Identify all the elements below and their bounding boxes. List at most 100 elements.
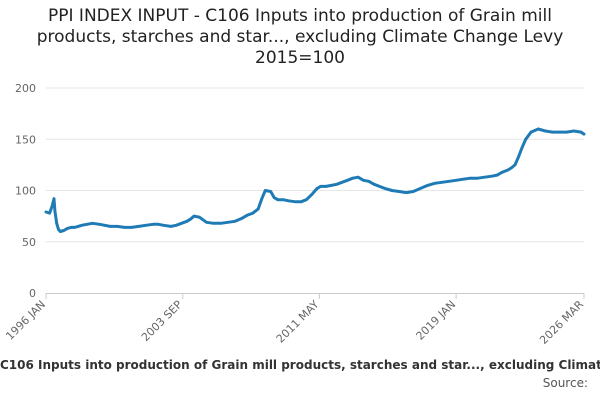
legend: C106 Inputs into production of Grain mil… (0, 358, 600, 372)
data-point (180, 222, 183, 225)
data-point (404, 191, 408, 194)
gridlines (46, 87, 584, 243)
data-point (335, 183, 339, 186)
data-point (185, 220, 189, 223)
data-point (169, 225, 173, 228)
data-point (324, 185, 328, 188)
data-point (260, 197, 264, 200)
x-tick-label: 2026 MAR (537, 298, 586, 347)
data-point (367, 180, 371, 183)
data-point (55, 222, 58, 225)
y-tick-label: 100 (15, 185, 36, 198)
x-tick-label: 1996 JAN (3, 298, 48, 343)
data-point (572, 129, 576, 133)
data-point (319, 185, 322, 188)
data-point (330, 184, 333, 187)
data-point (85, 223, 89, 226)
data-point (310, 193, 314, 196)
series-layer (44, 127, 586, 233)
data-point (116, 225, 119, 228)
data-point (351, 176, 355, 180)
data-point (490, 174, 494, 178)
chart-title: PPI INDEX INPUT - C106 Inputs into produ… (36, 6, 564, 68)
data-point (513, 163, 517, 167)
data-point (340, 181, 344, 184)
data-point (440, 181, 444, 184)
x-tick-label: 2019 JAN (414, 298, 459, 343)
data-point (233, 220, 237, 223)
data-point (251, 211, 255, 215)
data-point (558, 130, 561, 134)
data-point (462, 177, 465, 181)
data-point (529, 130, 533, 134)
data-point (454, 179, 458, 182)
data-point (433, 182, 437, 185)
data-point (305, 198, 308, 201)
data-point (50, 204, 54, 208)
y-tick-label: 200 (15, 82, 36, 95)
data-point (256, 207, 260, 211)
data-point (544, 129, 547, 133)
data-point (536, 127, 540, 131)
data-point (579, 130, 583, 134)
data-point (157, 223, 160, 226)
data-point (397, 190, 401, 193)
data-point (524, 138, 527, 141)
data-point (53, 209, 57, 213)
data-point (192, 214, 196, 218)
x-axis: 1996 JAN 2003 SEP 2011 MAY 2019 JAN 2026 MAR (3, 293, 586, 347)
x-tick-label: 2011 MAY (274, 298, 322, 346)
data-point (362, 179, 365, 182)
data-point (483, 175, 487, 179)
y-tick-label: 50 (22, 236, 36, 249)
data-point (103, 224, 107, 227)
data-point (198, 215, 201, 219)
data-point (390, 189, 394, 192)
data-point (495, 173, 499, 177)
data-point (383, 187, 387, 190)
data-point (59, 230, 62, 233)
data-point (520, 146, 524, 149)
data-point (80, 224, 83, 227)
data-point (44, 210, 48, 214)
data-point (476, 176, 479, 180)
data-point (144, 224, 148, 227)
data-point (582, 132, 586, 136)
data-point (137, 225, 140, 228)
data-point (469, 176, 472, 180)
data-point (294, 200, 298, 204)
data-point (276, 198, 280, 201)
data-point (52, 197, 56, 200)
data-point (76, 225, 80, 228)
data-point (123, 226, 126, 229)
data-point (273, 196, 276, 199)
data-point (130, 226, 133, 229)
data-point (151, 223, 155, 226)
data-point (378, 185, 381, 188)
data-point (506, 168, 510, 172)
data-point (517, 155, 520, 158)
data-point (356, 175, 360, 179)
data-point (246, 213, 249, 217)
x-tick-label: 2003 SEP (139, 298, 185, 344)
data-point (346, 179, 349, 182)
y-axis-ticks: 0 50 100 150 200 (15, 82, 36, 300)
data-point (69, 226, 73, 229)
data-point (551, 130, 554, 134)
data-point (264, 189, 267, 192)
data-point (62, 229, 66, 232)
data-point (66, 227, 69, 230)
data-point (73, 226, 76, 229)
data-point (447, 180, 451, 183)
legend-label: C106 Inputs into production of Grain mil… (0, 358, 600, 372)
data-point (269, 190, 273, 193)
data-point (205, 221, 208, 224)
data-point (189, 217, 192, 221)
data-point (108, 225, 112, 228)
data-point (419, 187, 422, 190)
data-point (287, 199, 290, 203)
y-tick-label: 0 (29, 287, 36, 300)
data-point (48, 211, 51, 215)
data-point (412, 190, 415, 193)
